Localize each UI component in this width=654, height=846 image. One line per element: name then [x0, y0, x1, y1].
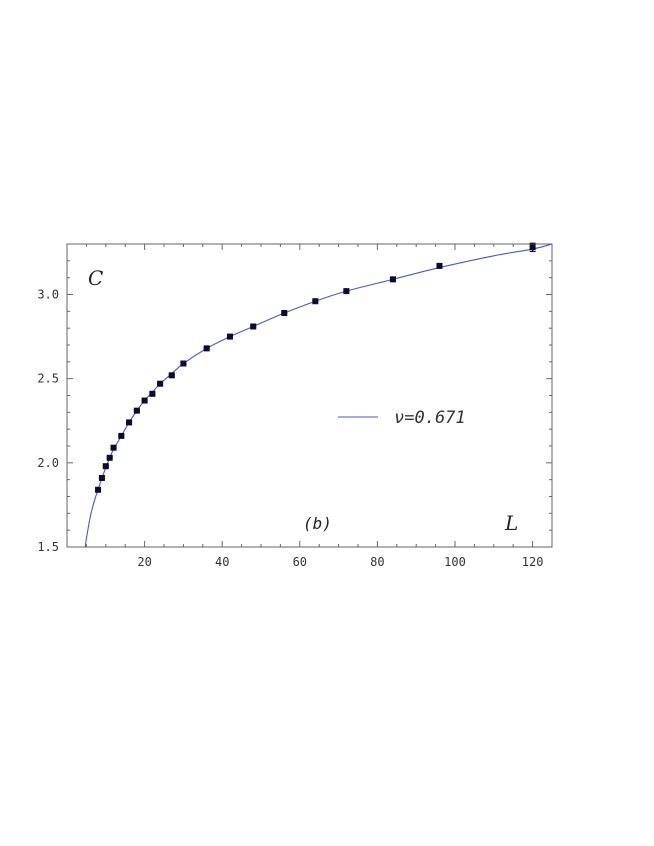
tick-labels: 20 40 60 80 100 120 1.5 2.0 2.5 3.0 — [37, 288, 543, 570]
data-point — [343, 288, 350, 295]
x-tick-label: 120 — [522, 555, 544, 569]
data-point — [98, 474, 105, 481]
data-point — [106, 454, 113, 461]
x-tick-label: 40 — [215, 555, 229, 569]
data-point — [126, 419, 133, 426]
data-point — [436, 262, 443, 269]
data-point — [281, 310, 288, 317]
data-point — [226, 333, 233, 340]
data-points — [95, 242, 536, 493]
y-axis-label: C — [88, 266, 103, 290]
data-point — [157, 380, 164, 387]
data-point — [180, 360, 187, 367]
legend-entry: ν=0.671 — [394, 408, 466, 428]
data-point — [389, 276, 396, 283]
plot-frame — [66, 243, 553, 548]
x-tick-label: 60 — [293, 555, 307, 569]
data-point — [95, 486, 102, 493]
data-point — [529, 244, 536, 251]
data-point — [102, 463, 109, 470]
data-point — [133, 407, 140, 414]
data-point — [118, 432, 125, 439]
data-point — [149, 390, 156, 397]
y-tick-label: 3.0 — [37, 288, 59, 302]
axis-ticks — [67, 243, 553, 548]
x-axis-label: L — [504, 511, 518, 535]
fit-curve — [84, 243, 553, 548]
x-tick-label: 80 — [370, 555, 384, 569]
y-tick-label: 1.5 — [37, 540, 59, 554]
x-tick-label: 100 — [444, 555, 466, 569]
data-point — [250, 323, 257, 330]
data-point — [203, 345, 210, 352]
y-tick-label: 2.0 — [37, 456, 59, 470]
y-tick-label: 2.5 — [37, 372, 59, 386]
data-point — [141, 397, 148, 404]
data-point — [168, 372, 175, 379]
data-point — [312, 298, 319, 305]
x-tick-label: 20 — [137, 555, 151, 569]
panel-label: (b) — [303, 514, 332, 533]
data-point — [110, 444, 117, 451]
